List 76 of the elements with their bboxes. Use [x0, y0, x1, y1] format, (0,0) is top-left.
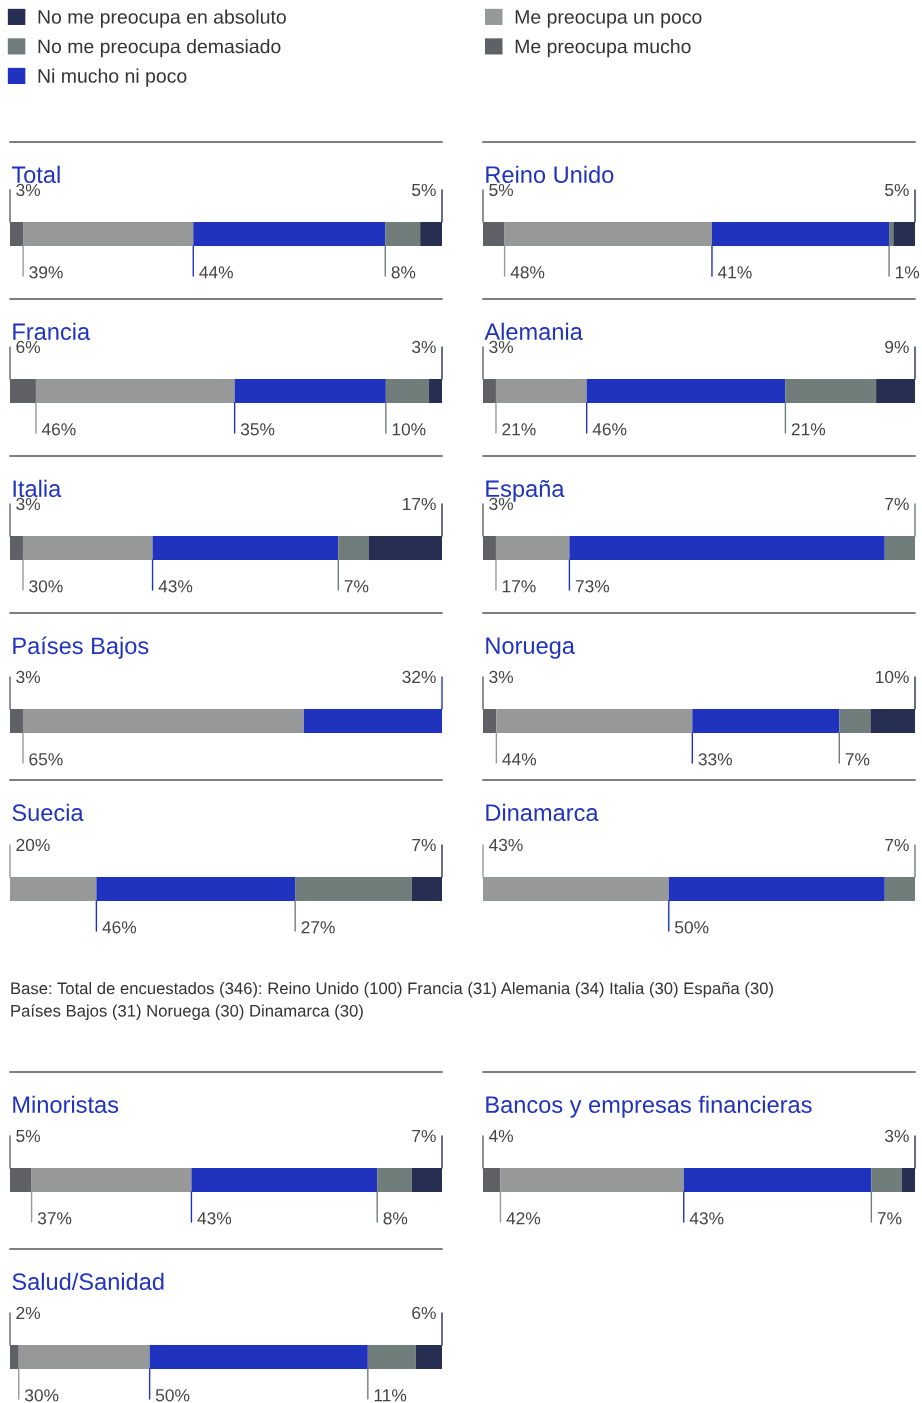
legend-label: No me preocupa demasiado — [38, 39, 281, 58]
data-label: 43% — [197, 1212, 232, 1225]
data-label: 9% — [885, 340, 909, 354]
data-label: 7% — [877, 1212, 902, 1225]
data-label: 7% — [412, 1129, 436, 1143]
chart-title: Alemania — [484, 322, 583, 341]
legend-label: Ni mucho ni poco — [38, 68, 187, 87]
data-label: 3% — [489, 340, 514, 354]
data-label: 5% — [489, 183, 514, 197]
data-label: 33% — [698, 753, 733, 766]
data-label: 32% — [402, 670, 436, 684]
data-label: 48% — [510, 266, 545, 279]
data-label: 8% — [391, 266, 416, 279]
data-label: 42% — [506, 1212, 541, 1225]
data-label: 2% — [16, 1306, 41, 1320]
data-label: 3% — [16, 497, 41, 511]
text: Base: Total de encuestados (346): Reino Unido (100) Francia (31) Alemania (34) Italia (30) España (30) Países Bajos (31) Noruega (30) Dinamarca (30) — [11, 982, 773, 1021]
data-label: 21% — [502, 423, 536, 436]
data-label: 7% — [344, 580, 369, 593]
data-label: 35% — [240, 423, 275, 436]
data-label: 43% — [488, 838, 523, 852]
data-label: 21% — [791, 423, 826, 436]
data-label: 43% — [158, 580, 193, 593]
chart-title: Reino Unido — [486, 165, 614, 184]
data-label: 37% — [37, 1212, 72, 1225]
data-label: 65% — [29, 753, 63, 766]
data-label: 8% — [383, 1212, 408, 1225]
data-label: 3% — [16, 183, 41, 197]
data-label: 7% — [412, 838, 436, 852]
chart-title: Salud/Sanidad — [12, 1272, 164, 1291]
data-label: 27% — [301, 921, 335, 934]
data-label: 3% — [16, 670, 41, 684]
chart-title: Bancos y empresas financieras — [486, 1095, 812, 1118]
data-label: 5% — [16, 1129, 41, 1143]
data-label: 46% — [41, 423, 76, 436]
data-label: 3% — [412, 340, 436, 354]
chart-title: Total — [11, 165, 60, 184]
data-label: 6% — [16, 340, 41, 354]
data-label: 6% — [412, 1306, 436, 1320]
data-label: 46% — [592, 423, 627, 436]
data-label: 41% — [717, 266, 752, 279]
chart-title: Países Bajos — [13, 636, 149, 659]
data-label: 30% — [29, 580, 63, 593]
chart-title: Noruega — [486, 637, 575, 659]
data-label: 10% — [392, 423, 426, 436]
data-label: 3% — [885, 1129, 909, 1143]
data-label: 20% — [16, 838, 50, 852]
chart-title: Minoristas — [13, 1095, 119, 1114]
data-label: 11% — [374, 1389, 407, 1402]
data-label: 44% — [502, 753, 537, 766]
data-label: 30% — [24, 1389, 59, 1402]
data-label: 17% — [403, 497, 436, 511]
data-label: 7% — [845, 753, 870, 766]
data-label: 39% — [29, 266, 63, 279]
data-label: 1% — [895, 266, 920, 279]
data-label: 7% — [885, 497, 909, 511]
chart-title: Italia — [13, 479, 62, 498]
data-label: 50% — [675, 921, 709, 934]
data-label: 46% — [102, 921, 137, 934]
data-label: 17% — [502, 580, 536, 593]
data-label: 10% — [876, 670, 909, 684]
legend-label: Me preocupa mucho — [515, 39, 691, 58]
data-label: 7% — [885, 838, 909, 852]
data-label: 44% — [199, 266, 233, 279]
legend-label: Me preocupa un poco — [515, 10, 702, 28]
data-label: 4% — [488, 1129, 514, 1143]
data-label: 5% — [412, 183, 436, 197]
data-label: 3% — [489, 670, 514, 684]
data-label: 50% — [155, 1389, 190, 1402]
chart-title: Suecia — [12, 803, 84, 822]
chart-title: Francia — [13, 322, 91, 341]
legend-label: No me preocupa en absoluto — [38, 9, 286, 28]
data-label: 43% — [689, 1212, 724, 1225]
data-label: 5% — [885, 183, 909, 197]
chart-title: Dinamarca — [486, 803, 599, 822]
data-label: 73% — [575, 580, 610, 593]
